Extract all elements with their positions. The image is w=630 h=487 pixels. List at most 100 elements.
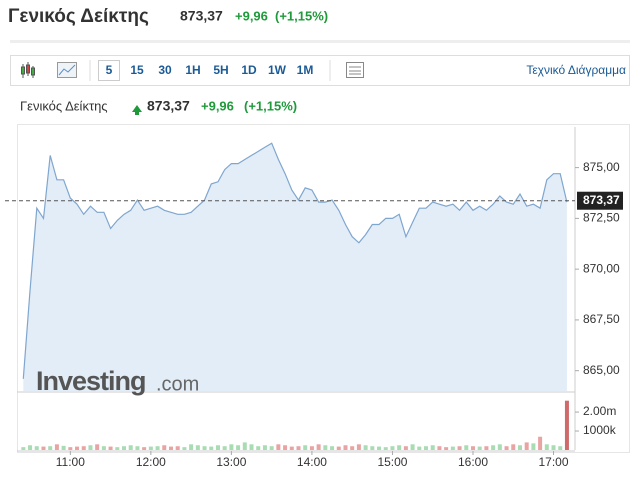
volume-bar — [155, 446, 160, 450]
volume-bar — [356, 444, 361, 450]
y-tick-label: 875,00 — [583, 160, 620, 174]
volume-bar — [558, 446, 563, 450]
volume-bar — [68, 447, 73, 450]
volume-bar — [168, 446, 173, 450]
volume-bar — [122, 446, 127, 450]
volume-bar — [28, 445, 33, 450]
interval-button[interactable]: 1H — [185, 63, 200, 77]
volume-bar — [101, 446, 106, 450]
separator — [10, 40, 630, 43]
volume-bar — [182, 447, 187, 450]
volume-bar — [249, 444, 254, 450]
x-tick-label: 15:00 — [377, 455, 407, 469]
chart-change: +9,96 — [201, 98, 234, 113]
price-line — [22, 142, 568, 379]
interval-button[interactable]: 1M — [297, 63, 314, 77]
volume-bar — [189, 444, 194, 450]
interval-button[interactable]: 1D — [241, 63, 257, 77]
candle-icon[interactable] — [21, 62, 35, 78]
price: 873,37 — [180, 8, 223, 24]
volume-bar — [464, 445, 469, 450]
indicator-icon[interactable] — [346, 62, 364, 78]
volume-bar — [283, 445, 288, 450]
y-tick-label: 867,50 — [583, 312, 620, 326]
x-tick-label: 14:00 — [297, 455, 327, 469]
volume-bar — [491, 445, 496, 450]
x-tick-label: 13:00 — [216, 455, 246, 469]
volume-bar — [551, 445, 556, 450]
volume-bar — [108, 446, 113, 450]
volume-bar — [531, 443, 536, 450]
interval-button[interactable]: 1W — [268, 63, 287, 77]
interval-button[interactable]: 5 — [106, 63, 113, 77]
volume-bar — [316, 444, 321, 450]
volume-bar — [54, 444, 59, 450]
volume-bar — [215, 445, 220, 450]
volume-bar — [256, 446, 261, 450]
volume-bar — [417, 446, 422, 450]
volume-bar — [296, 446, 301, 450]
volume-bar — [162, 445, 167, 450]
volume-bar — [363, 445, 368, 450]
volume-bar — [511, 444, 516, 450]
x-tick-label: 16:00 — [458, 455, 488, 469]
chart-price: 873,37 — [147, 98, 190, 114]
volume-bar — [269, 446, 274, 450]
last-price-box — [577, 191, 623, 210]
volume-bar — [377, 446, 382, 450]
volume-bar — [236, 445, 241, 450]
volume-bar — [457, 446, 462, 450]
watermark-suffix: .com — [156, 373, 199, 395]
volume-bar — [142, 447, 147, 450]
volume-bar — [289, 446, 294, 450]
volume-bar — [115, 447, 120, 450]
volume-bar — [88, 445, 93, 450]
y-tick-label: 870,00 — [583, 261, 620, 275]
volume-bar — [497, 444, 502, 450]
area-fill — [23, 143, 567, 391]
volume-bar — [48, 446, 53, 450]
chart-name: Γενικός Δείκτης — [20, 98, 108, 113]
volume-bar — [504, 446, 509, 450]
volume-bar — [34, 446, 39, 450]
volume-bar — [175, 446, 180, 450]
volume-bar — [229, 444, 234, 450]
volume-bar — [135, 446, 140, 450]
volume-bar — [276, 444, 281, 450]
volume-bar — [424, 446, 429, 450]
volume-bar — [336, 446, 341, 450]
change-pct: (+1,15%) — [275, 8, 328, 23]
volume-bar — [390, 446, 395, 450]
volume-bar — [403, 446, 408, 450]
volume-bar — [410, 444, 415, 450]
volume-bar — [450, 446, 455, 450]
interval-button[interactable]: 15 — [130, 63, 144, 77]
interval-button[interactable]: 30 — [158, 63, 172, 77]
interval-button[interactable]: 5H — [213, 63, 228, 77]
volume-bar — [350, 446, 355, 450]
volume-bar — [262, 445, 267, 450]
volume-bar — [437, 446, 442, 450]
up-arrow — [132, 105, 142, 115]
volume-tick-label: 1000k — [583, 423, 617, 437]
last-price-label: 873,37 — [583, 193, 620, 207]
volume-bar — [323, 445, 328, 450]
volume-bar — [538, 436, 543, 450]
volume-bar — [330, 446, 335, 450]
volume-bar — [81, 446, 86, 450]
volume-bar — [524, 442, 529, 450]
x-tick-label: 17:00 — [539, 455, 569, 469]
change: +9,96 — [235, 8, 268, 23]
volume-bar — [128, 445, 133, 450]
technical-link[interactable]: Τεχνικό Διάγραμμα — [526, 63, 626, 77]
chart-change-pct: (+1,15%) — [244, 98, 297, 113]
y-tick-label: 865,00 — [583, 363, 620, 377]
page-title: Γενικός Δείκτης — [8, 6, 149, 27]
volume-bar — [544, 444, 549, 450]
volume-bar — [303, 445, 308, 450]
area-icon[interactable] — [57, 62, 77, 78]
volume-bar — [21, 447, 26, 450]
y-tick-label: 872,50 — [583, 211, 620, 225]
volume-bar — [517, 445, 522, 450]
